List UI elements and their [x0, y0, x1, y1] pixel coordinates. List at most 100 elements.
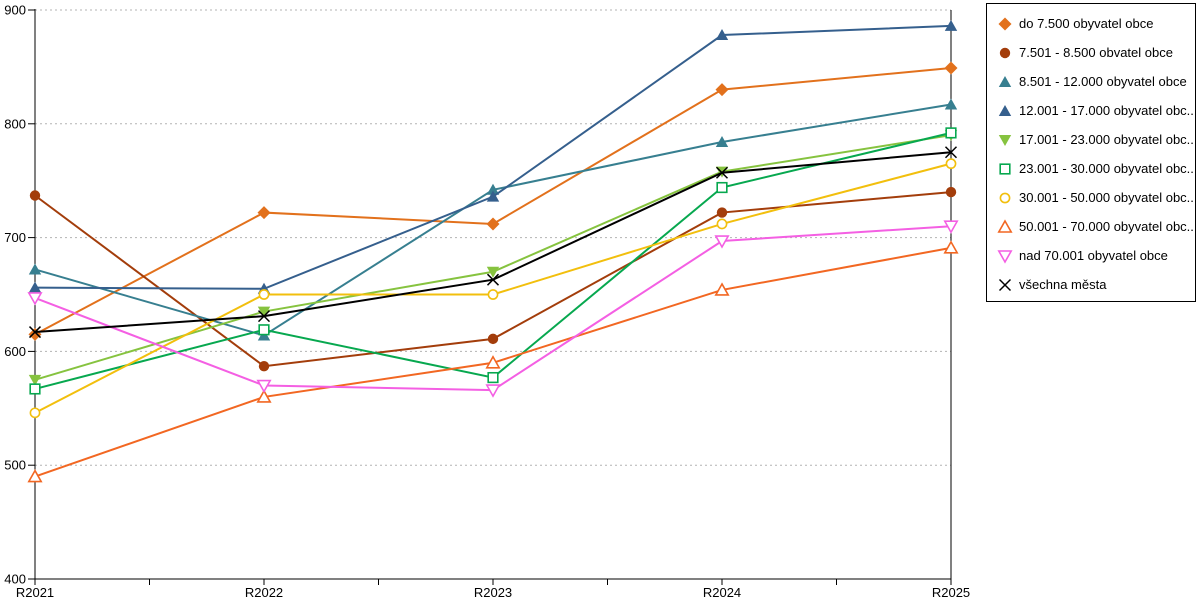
- triangle-down-marker-icon: [997, 249, 1013, 264]
- circle-marker-icon: [999, 192, 1011, 203]
- legend-item: 23.001 - 30.000 obyvatel obc...: [987, 154, 1195, 183]
- legend-label: 7.501 - 8.500 obvatel obce: [1019, 45, 1173, 60]
- data-point: [485, 355, 501, 369]
- triangle-up-marker-icon: [998, 104, 1012, 116]
- legend: do 7.500 obyvatel obce 7.501 - 8.500 obva…: [986, 3, 1196, 302]
- data-point: [943, 240, 959, 254]
- data-point: [257, 206, 271, 220]
- y-tick-label: 600: [4, 344, 26, 359]
- legend-label: 17.001 - 23.000 obyvatel obc...: [1019, 132, 1195, 147]
- data-point: [714, 282, 730, 296]
- legend-label: 30.001 - 50.000 obyvatel obc...: [1019, 190, 1195, 205]
- diamond-marker-icon: [998, 17, 1012, 30]
- data-point: [28, 263, 42, 275]
- legend-label: nad 70.001 obyvatel obce: [1019, 248, 1168, 263]
- data-point: [258, 360, 270, 372]
- data-point: [716, 181, 728, 194]
- data-point: [716, 207, 728, 218]
- data-point: [714, 235, 730, 249]
- y-tick-label: 400: [4, 572, 26, 587]
- data-point: [28, 326, 42, 339]
- data-point: [715, 83, 729, 97]
- legend-label: 50.001 - 70.000 obyvatel obc...: [1019, 219, 1195, 234]
- legend-label: všechna města: [1019, 277, 1107, 292]
- data-point: [945, 186, 957, 198]
- circle-marker-icon: [999, 47, 1011, 58]
- data-point: [945, 127, 957, 139]
- square-marker-icon: [999, 162, 1011, 175]
- data-point: [29, 407, 41, 419]
- data-point: [715, 29, 729, 41]
- data-point: [28, 374, 42, 386]
- legend-label: do 7.500 obyvatel obce: [1019, 16, 1154, 31]
- data-point: [486, 273, 500, 286]
- legend-item: 7.501 - 8.500 obvatel obce: [987, 38, 1195, 67]
- y-tick-label: 800: [4, 116, 26, 131]
- x-tick-label: R2022: [245, 585, 283, 600]
- data-point: [944, 61, 958, 75]
- data-point: [715, 166, 729, 179]
- data-point: [27, 292, 43, 306]
- triangle-down-marker-icon: [998, 134, 1012, 146]
- legend-item: 8.501 - 12.000 obyvatel obce: [987, 67, 1195, 96]
- circle-marker-icon: [999, 192, 1011, 203]
- data-point: [257, 306, 271, 318]
- data-point: [258, 324, 270, 336]
- legend-item: všechna města: [987, 270, 1195, 299]
- legend-item: 30.001 - 50.000 obyvatel obc...: [987, 183, 1195, 212]
- legend-label: 8.501 - 12.000 obyvatel obce: [1019, 74, 1187, 89]
- data-point: [945, 158, 957, 170]
- y-tick-label: 700: [4, 230, 26, 245]
- data-point: [486, 190, 500, 202]
- x-tick-label: R2023: [474, 585, 512, 600]
- triangle-down-marker-icon: [998, 134, 1012, 146]
- data-point: [28, 281, 42, 293]
- data-point: [29, 190, 41, 201]
- x-marker-icon: [998, 278, 1012, 291]
- triangle-up-marker-icon: [998, 75, 1012, 87]
- legend-label: 12.001 - 17.000 obyvatel obc...: [1019, 103, 1195, 118]
- data-point: [257, 310, 271, 323]
- data-point: [487, 333, 499, 345]
- data-point: [485, 384, 501, 398]
- x-tick-label: R2024: [703, 585, 741, 600]
- triangle-down-marker-icon: [997, 249, 1013, 264]
- y-tick-label: 900: [4, 3, 26, 18]
- data-point: [487, 289, 499, 300]
- data-point: [944, 146, 958, 159]
- data-point: [28, 327, 42, 341]
- data-point: [944, 98, 958, 110]
- data-point: [486, 217, 500, 231]
- data-point: [256, 389, 272, 403]
- legend-item: do 7.500 obyvatel obce: [987, 9, 1195, 38]
- data-point: [256, 379, 272, 394]
- x-tick-label: R2021: [16, 585, 54, 600]
- data-point: [29, 383, 41, 395]
- triangle-up-marker-icon: [997, 218, 1013, 233]
- data-point: [944, 19, 958, 31]
- data-point: [716, 218, 728, 230]
- diamond-marker-icon: [998, 17, 1012, 30]
- legend-item: 17.001 - 23.000 obyvatel obc...: [987, 125, 1195, 154]
- data-point: [258, 289, 270, 300]
- legend-label: 23.001 - 30.000 obyvatel obc...: [1019, 161, 1195, 176]
- x-tick-label: R2025: [932, 585, 970, 600]
- circle-marker-icon: [999, 47, 1011, 58]
- y-tick-label: 500: [4, 458, 26, 473]
- legend-item: 12.001 - 17.000 obyvatel obc...: [987, 96, 1195, 125]
- series-line: [34, 151, 952, 334]
- data-point: [487, 371, 499, 384]
- triangle-up-marker-icon: [998, 75, 1012, 87]
- triangle-up-marker-icon: [997, 218, 1013, 233]
- data-point: [943, 220, 959, 234]
- data-point: [486, 266, 500, 278]
- square-marker-icon: [999, 162, 1011, 175]
- legend-item: nad 70.001 obyvatel obce: [987, 241, 1195, 270]
- x-marker-icon: [998, 278, 1012, 291]
- legend-item: 50.001 - 70.000 obyvatel obc...: [987, 212, 1195, 241]
- triangle-up-marker-icon: [998, 104, 1012, 116]
- data-point: [27, 468, 43, 483]
- data-point: [715, 136, 729, 148]
